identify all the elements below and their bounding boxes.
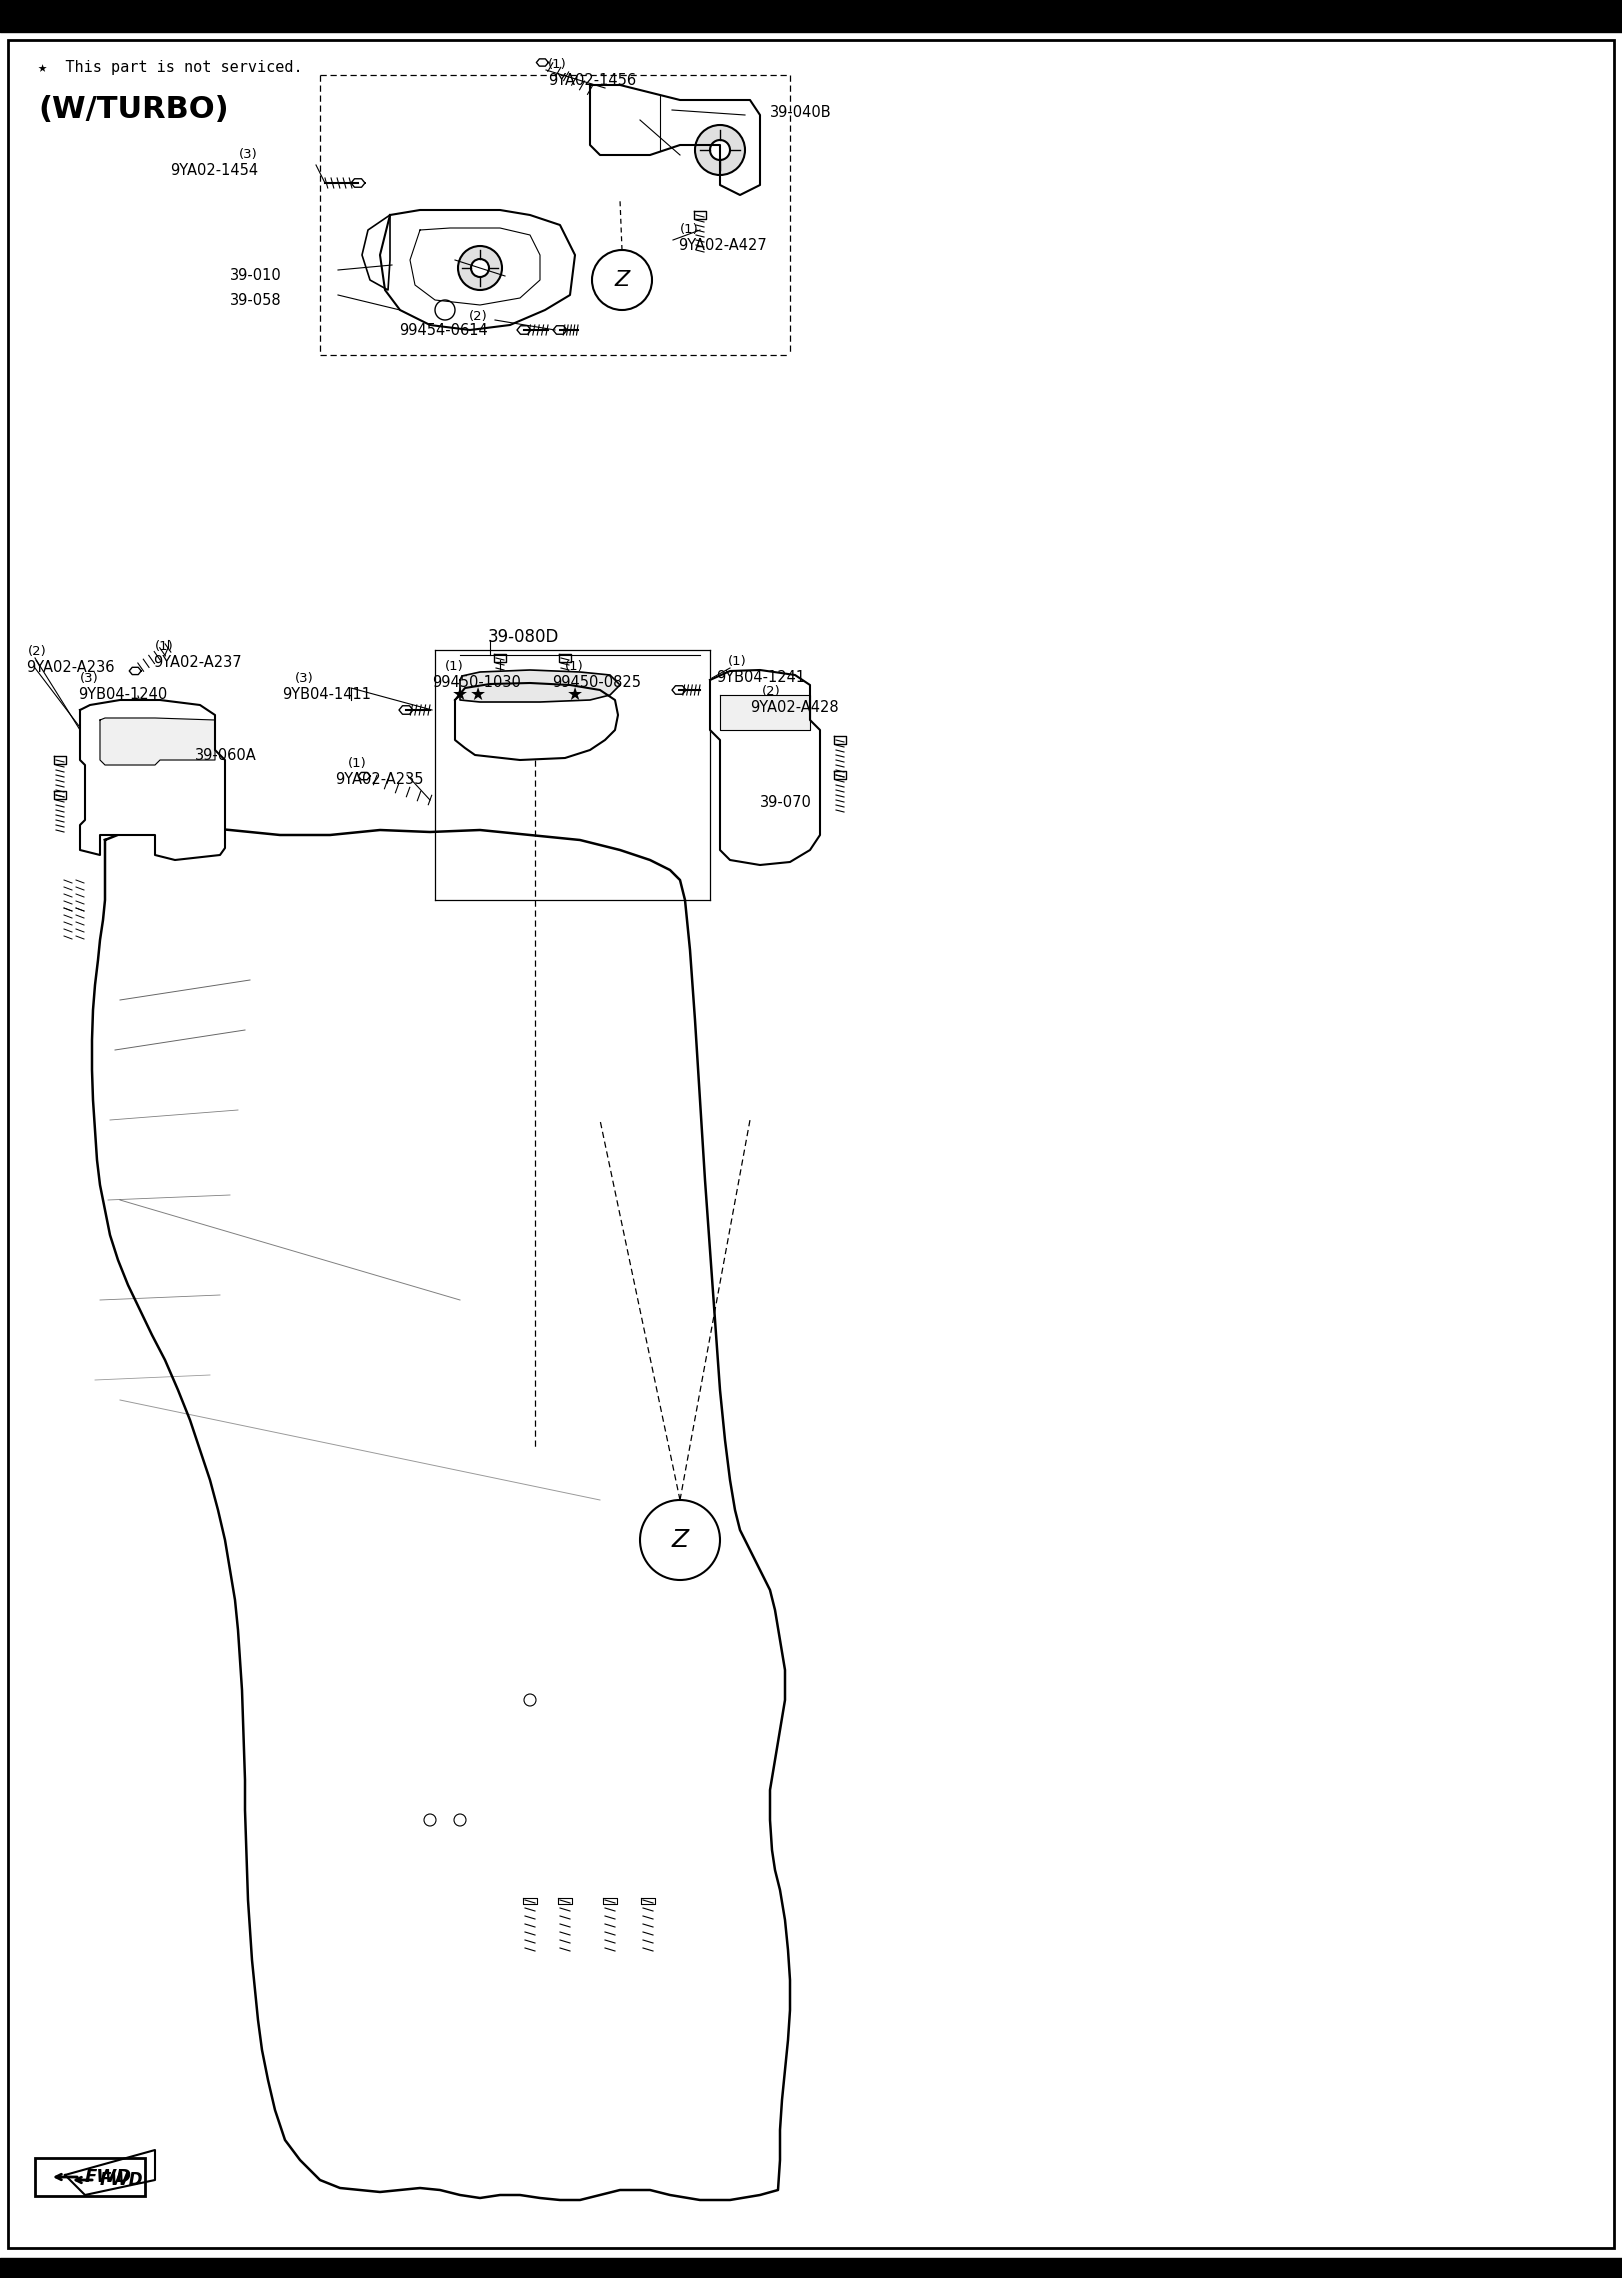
Text: (2): (2) [469,310,488,323]
Polygon shape [350,178,365,187]
Text: ★  This part is not serviced.: ★ This part is not serviced. [37,59,303,75]
Text: (3): (3) [240,148,258,162]
Circle shape [710,139,730,159]
Polygon shape [358,772,370,779]
Text: (1): (1) [728,656,746,667]
Circle shape [749,788,774,811]
Polygon shape [399,706,414,715]
Polygon shape [720,695,809,729]
Text: FWD: FWD [84,2169,131,2187]
Circle shape [694,125,744,175]
Text: (1): (1) [680,223,699,237]
Text: 9YB04-1411: 9YB04-1411 [282,688,371,702]
Circle shape [141,786,162,809]
Text: FWD: FWD [101,2171,143,2189]
Polygon shape [461,670,620,702]
Text: 39-060A: 39-060A [195,747,256,763]
Polygon shape [65,2150,156,2196]
Text: 9YA02-1456: 9YA02-1456 [548,73,636,89]
Polygon shape [79,699,225,861]
Circle shape [470,260,488,278]
Polygon shape [495,654,506,663]
Polygon shape [522,1898,537,1904]
Text: 9YA02-A428: 9YA02-A428 [749,699,839,715]
Polygon shape [537,59,548,66]
Text: 9YA02-A235: 9YA02-A235 [336,772,423,786]
Circle shape [454,1813,466,1827]
Text: (2): (2) [762,686,780,697]
Circle shape [511,702,560,749]
Polygon shape [380,210,576,330]
Text: 99450-0825: 99450-0825 [551,674,641,690]
Text: Z: Z [672,1529,689,1551]
Circle shape [127,772,178,825]
Text: 9YB04-1240: 9YB04-1240 [78,688,167,702]
Polygon shape [517,326,530,335]
Polygon shape [54,756,67,763]
Text: (1): (1) [564,661,584,672]
Polygon shape [54,790,67,800]
Polygon shape [834,736,847,745]
Text: (W/TURBO): (W/TURBO) [37,96,229,123]
FancyBboxPatch shape [36,2157,144,2196]
Text: 9YB04-1241: 9YB04-1241 [715,670,805,686]
Text: 9YA02-A237: 9YA02-A237 [152,656,242,670]
Circle shape [457,246,501,289]
Text: 99454-0614: 99454-0614 [399,323,488,337]
Polygon shape [101,718,216,765]
Circle shape [641,1499,720,1581]
Circle shape [435,301,456,319]
Text: 39-058: 39-058 [230,294,282,308]
Text: 39-070: 39-070 [761,795,813,811]
Circle shape [526,715,545,736]
Text: ★: ★ [470,686,487,704]
Text: (1): (1) [156,640,174,654]
Circle shape [735,772,790,827]
Polygon shape [590,84,761,196]
Polygon shape [553,326,568,335]
Text: 39-010: 39-010 [230,269,282,282]
Text: (2): (2) [28,645,47,658]
Polygon shape [456,683,618,761]
Polygon shape [92,825,790,2201]
Polygon shape [603,1898,616,1904]
Text: 39-040B: 39-040B [770,105,832,121]
Text: (1): (1) [444,661,464,672]
Polygon shape [641,1898,655,1904]
Circle shape [423,1813,436,1827]
Text: ★: ★ [453,686,469,704]
Polygon shape [834,770,847,779]
Polygon shape [130,667,141,674]
Polygon shape [672,686,686,695]
Polygon shape [694,212,706,219]
Text: (1): (1) [349,756,367,770]
Circle shape [524,1695,535,1706]
Text: ★: ★ [568,686,582,704]
Text: (3): (3) [79,672,99,686]
Text: 39-080D: 39-080D [488,629,560,647]
Polygon shape [560,654,571,663]
Polygon shape [558,1898,573,1904]
Polygon shape [362,214,389,289]
Text: (1): (1) [548,57,566,71]
Circle shape [592,251,652,310]
Text: (3): (3) [295,672,313,686]
Text: 9YA02-1454: 9YA02-1454 [170,164,258,178]
Text: Z: Z [615,271,629,289]
Circle shape [144,729,161,745]
Text: 99450-1030: 99450-1030 [431,674,521,690]
Text: 9YA02-A236: 9YA02-A236 [26,661,115,674]
Text: 9YA02-A427: 9YA02-A427 [678,237,767,253]
Polygon shape [710,670,821,866]
